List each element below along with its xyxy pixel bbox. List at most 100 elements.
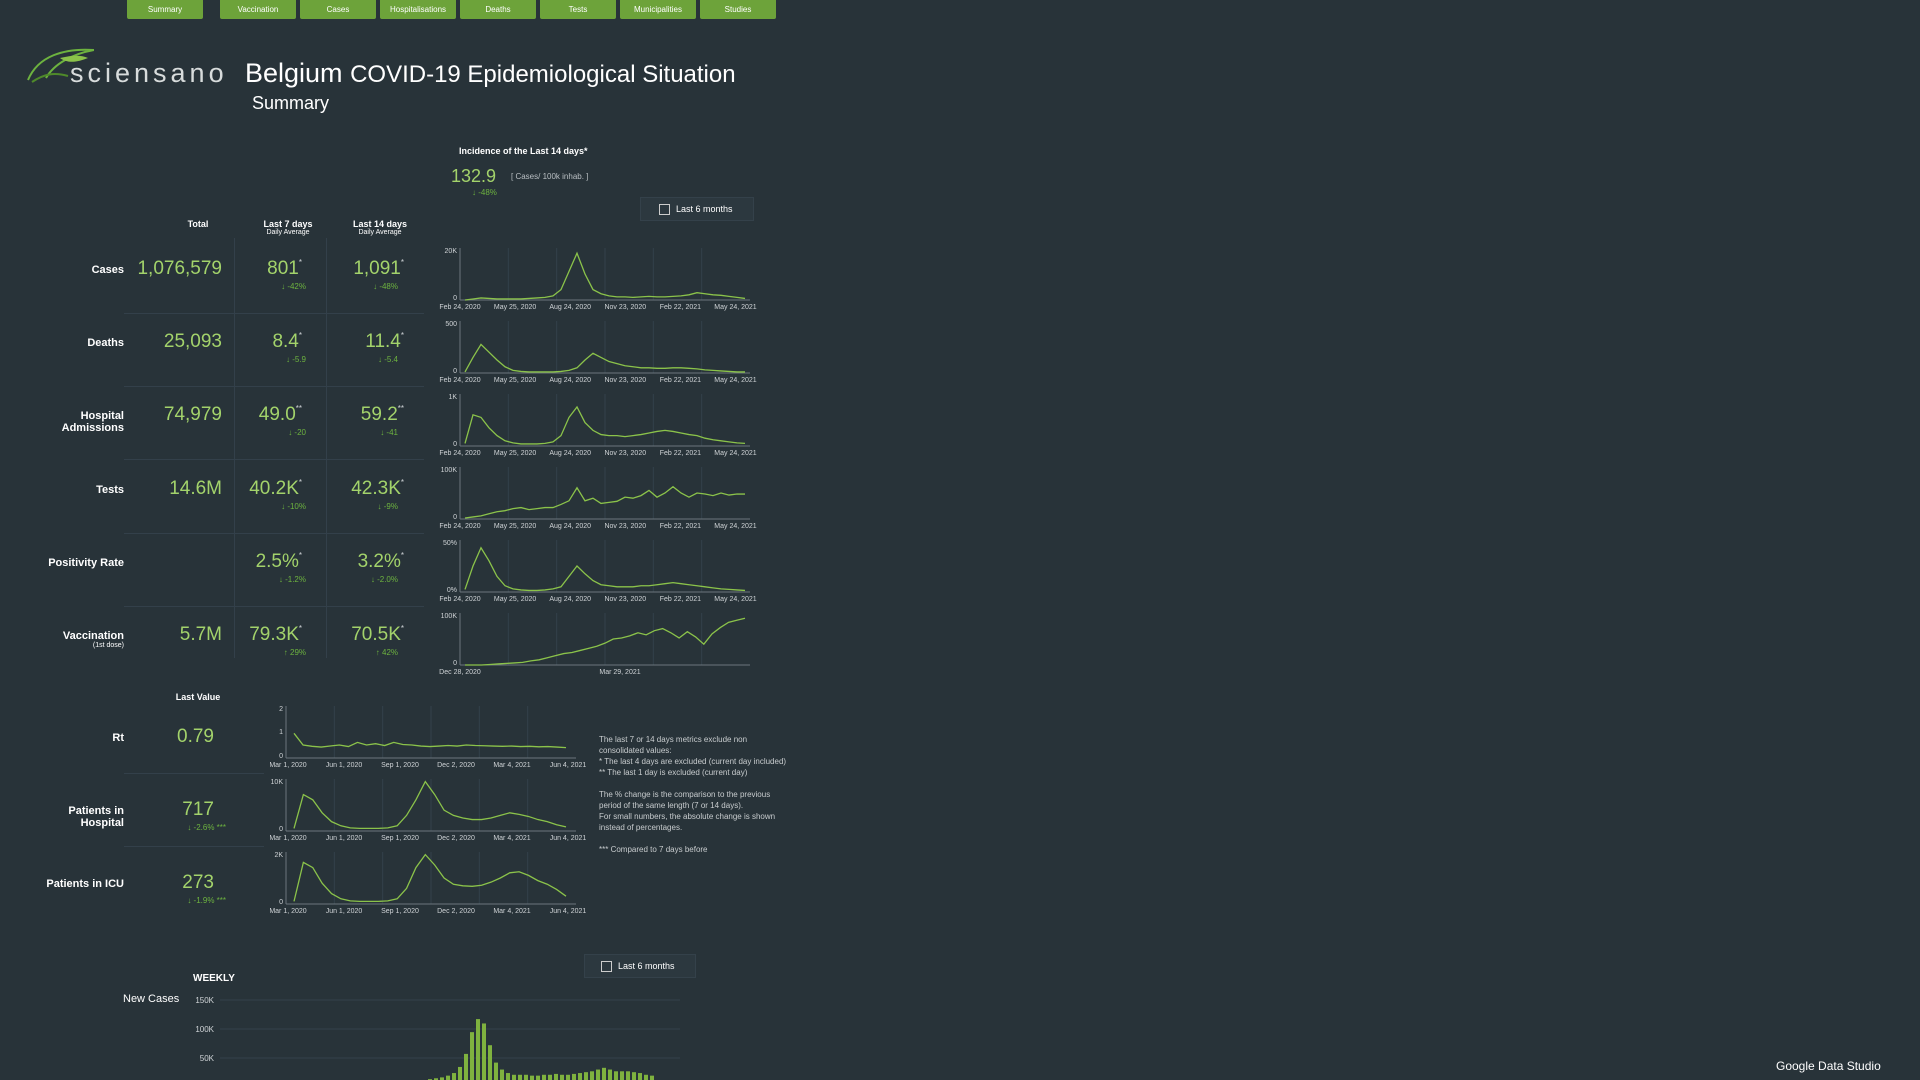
x-tick-label: Jun 4, 2021: [550, 762, 587, 769]
x-tick-label: Feb 22, 2021: [660, 450, 701, 457]
row-last14-change: ↓ -5.4: [377, 355, 398, 364]
row-label: Deaths: [30, 337, 124, 349]
row-label-text: Cases: [91, 264, 124, 276]
weekly-bar: [458, 1066, 462, 1080]
weekly-bar: [488, 1045, 492, 1080]
x-tick-label: Sep 1, 2020: [381, 762, 419, 769]
footnote-line: [599, 833, 786, 844]
page-title: Belgium COVID-19 Epidemiological Situati…: [245, 58, 736, 89]
x-tick-label: Feb 24, 2020: [439, 304, 480, 311]
y-tick-label: 100K: [441, 467, 458, 474]
row-last14-mark: *: [400, 331, 404, 340]
x-tick-label: Aug 24, 2020: [549, 523, 591, 530]
y-tick-label: 0: [453, 441, 457, 448]
weekly-bar: [602, 1067, 606, 1080]
x-tick-label: May 24, 2021: [714, 450, 757, 457]
x-tick-label: Mar 29, 2021: [599, 669, 640, 676]
x-tick-label: May 24, 2021: [714, 377, 757, 384]
row-last7: 79.3K*: [230, 624, 302, 646]
x-tick-label: May 24, 2021: [714, 523, 757, 530]
col-last7-sub: Daily Average: [266, 229, 310, 236]
checkbox-icon[interactable]: [601, 960, 612, 972]
checkbox-icon[interactable]: [659, 203, 670, 215]
weekly-bar: [554, 1073, 558, 1080]
x-tick-label: Sep 1, 2020: [381, 835, 419, 842]
row-last14-mark: *: [400, 478, 404, 487]
row-last14-value: 59.2: [360, 404, 398, 425]
x-tick-label: Feb 24, 2020: [439, 596, 480, 603]
x-tick-label: Feb 22, 2021: [660, 523, 701, 530]
nav-vaccination[interactable]: Vaccination: [220, 0, 296, 19]
y-tick-label: 0: [279, 753, 283, 760]
toggle-label: Last 6 months: [618, 961, 675, 971]
row-last14-value: 11.4: [365, 331, 401, 352]
row-divider: [124, 386, 424, 387]
row-divider: [124, 606, 424, 607]
weekly-bar: [434, 1078, 438, 1080]
x-tick-label: Dec 28, 2020: [439, 669, 481, 676]
nav-deaths[interactable]: Deaths: [460, 0, 536, 19]
row-last7-change: ↓ -42%: [281, 282, 306, 291]
row-last7-change: ↓ -10%: [281, 502, 306, 511]
y-tick-label: 1K: [448, 394, 457, 401]
y-tick-label: 50K: [200, 1054, 215, 1063]
x-tick-label: Jun 1, 2020: [326, 835, 363, 842]
row-total: 25,093: [163, 331, 222, 352]
row-last14: 70.5K*: [320, 624, 404, 646]
row-last7-change: ↓ -1.2%: [278, 575, 306, 584]
row-total: 5.7M: [179, 624, 222, 645]
sparkline-chart: 20K 0 Feb 24, 2020 May 25, 2020 Aug 24, 2020…: [439, 248, 757, 311]
row-label-sub: (1st dose): [92, 642, 124, 649]
footnote-line: *** Compared to 7 days before: [599, 845, 708, 854]
row-divider: [124, 773, 264, 774]
nav-studies[interactable]: Studies: [700, 0, 776, 19]
y-tick-label: 2: [279, 706, 283, 713]
x-tick-label: May 25, 2020: [494, 377, 537, 384]
row-last14-value: 3.2%: [357, 551, 401, 572]
row-last7: 49.0**: [230, 404, 302, 426]
weekly-bar: [494, 1062, 498, 1080]
footnote-line: consolidated values:: [599, 746, 672, 755]
last-6-months-toggle-top[interactable]: Last 6 months: [640, 197, 754, 221]
row-last7-change: ↓ -5.9: [285, 355, 306, 364]
row-label-text: Deaths: [87, 337, 124, 349]
footnote-line: [599, 778, 786, 789]
weekly-bar: [614, 1071, 618, 1080]
sciensano-logo: sciensano: [24, 44, 224, 92]
row-last7-value: 8.4: [272, 331, 299, 352]
col-last-value: Last Value: [175, 692, 221, 702]
logo-text: sciensano: [70, 58, 228, 88]
row-label-text: Positivity Rate: [48, 557, 124, 569]
nav-summary[interactable]: Summary: [127, 0, 203, 19]
row-last7-mark: **: [295, 404, 302, 413]
incidence-value: 132.9: [451, 166, 497, 186]
y-tick-label: 150K: [195, 996, 214, 1005]
nav-hospitalisations[interactable]: Hospitalisations: [380, 0, 456, 19]
footnote-line: ** The last 1 day is excluded (current d…: [599, 768, 748, 777]
sparkline-series: [293, 853, 567, 903]
row-last7: 2.5%*: [230, 551, 302, 573]
nav-cases[interactable]: Cases: [300, 0, 376, 19]
y-tick-label: 0%: [447, 587, 457, 594]
sparkline-series: [293, 780, 567, 830]
x-tick-label: Feb 22, 2021: [660, 304, 701, 311]
row-last14: 42.3K*: [320, 478, 404, 500]
toggle-label: Last 6 months: [676, 204, 733, 214]
last-6-months-toggle-bottom[interactable]: Last 6 months: [584, 954, 696, 978]
footnote-line: The % change is the comparison to the pr…: [599, 790, 771, 799]
lv-row-change: ↓ -2.6% ***: [187, 823, 226, 832]
y-tick-label: 50%: [443, 540, 457, 547]
nav-tests[interactable]: Tests: [540, 0, 616, 19]
x-tick-label: Aug 24, 2020: [549, 377, 591, 384]
x-tick-label: Sep 1, 2020: [381, 908, 419, 915]
weekly-title: WEEKLY: [193, 973, 235, 984]
y-tick-label: 500: [445, 321, 457, 328]
x-tick-label: Nov 23, 2020: [604, 377, 646, 384]
x-tick-label: Feb 24, 2020: [439, 450, 480, 457]
nav-municipalities[interactable]: Municipalities: [620, 0, 696, 19]
x-tick-label: May 25, 2020: [494, 450, 537, 457]
sparkline-panel-2: 2 1 0 Mar 1, 2020 Jun 1, 2020 Sep 1, 2020 Dec …: [270, 706, 587, 915]
weekly-bar: [524, 1074, 528, 1080]
x-tick-label: Aug 24, 2020: [549, 596, 591, 603]
weekly-bar: [560, 1074, 564, 1080]
